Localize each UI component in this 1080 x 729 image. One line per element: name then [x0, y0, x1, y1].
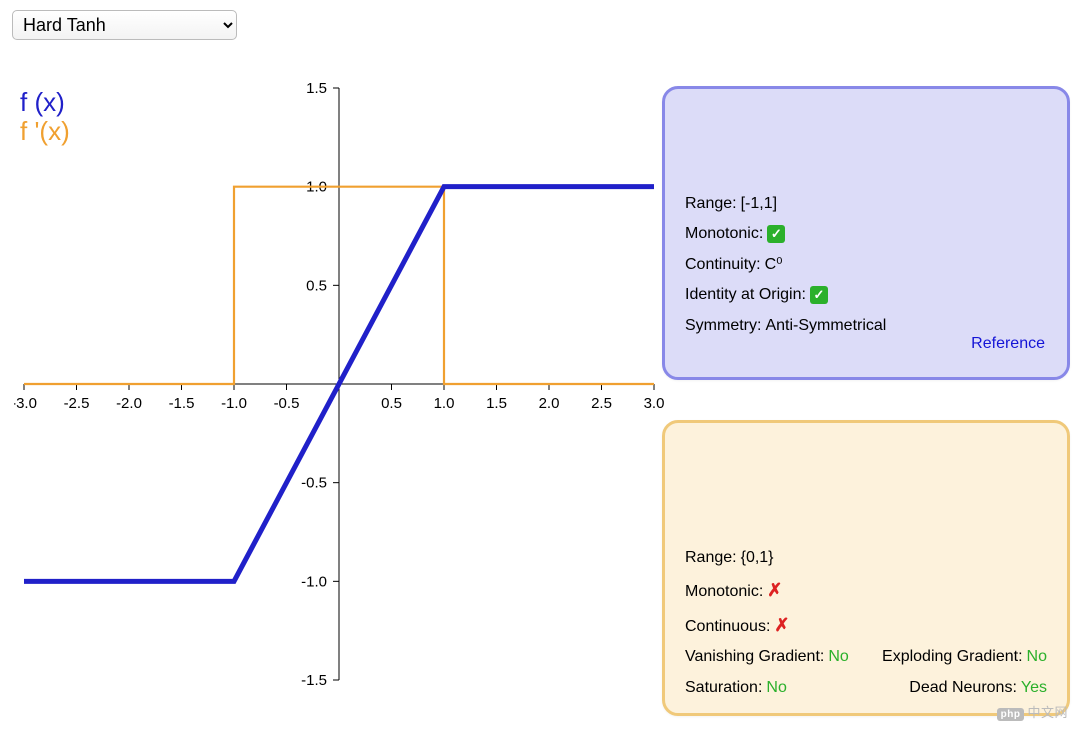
svg-text:-2.5: -2.5: [64, 395, 90, 412]
prop-monotonic: Monotonic: ✓: [685, 219, 1047, 249]
prop-value: {0,1}: [741, 543, 774, 573]
prop-label: Monotonic:: [685, 577, 763, 607]
svg-text:-1.5: -1.5: [301, 672, 327, 689]
prop-label: Identity at Origin:: [685, 280, 806, 310]
prop-identity: Identity at Origin: ✓: [685, 280, 1047, 310]
prop-value: ✗: [767, 573, 782, 607]
prop-value: ✓: [767, 219, 785, 249]
prop-label: Dead Neurons:: [909, 673, 1017, 703]
function-select[interactable]: Hard Tanh: [12, 10, 237, 40]
derivative-properties-card: Range: {0,1} Monotonic: ✗ Continuous: ✗ …: [662, 420, 1070, 716]
prop-vanishing: Vanishing Gradient: No: [685, 642, 849, 672]
prop-range: Range: [-1,1]: [685, 189, 1047, 219]
prop-label: Vanishing Gradient:: [685, 642, 824, 672]
svg-text:-0.5: -0.5: [301, 475, 327, 492]
watermark: php中文网: [997, 702, 1068, 721]
svg-text:-0.5: -0.5: [274, 395, 300, 412]
prop-value: Anti-Symmetrical: [765, 311, 886, 341]
svg-text:0.5: 0.5: [381, 395, 402, 412]
prop-value: No: [766, 673, 786, 703]
prop-range: Range: {0,1}: [685, 543, 1047, 573]
prop-label: Monotonic:: [685, 219, 763, 249]
prop-monotonic: Monotonic: ✗: [685, 573, 1047, 607]
prop-dead: Dead Neurons: Yes: [909, 673, 1047, 703]
prop-value: ✓: [810, 280, 828, 310]
prop-value: C⁰: [765, 250, 783, 280]
svg-text:-3.0: -3.0: [14, 395, 37, 412]
reference-link[interactable]: Reference: [971, 329, 1045, 359]
prop-label: Continuous:: [685, 612, 770, 642]
prop-value: No: [1027, 642, 1047, 672]
svg-text:2.5: 2.5: [591, 395, 612, 412]
prop-label: Exploding Gradient:: [882, 642, 1023, 672]
prop-label: Continuity:: [685, 250, 761, 280]
prop-continuous: Continuous: ✗: [685, 608, 1047, 642]
cross-icon: ✗: [767, 580, 782, 600]
prop-label: Range:: [685, 189, 737, 219]
svg-text:1.5: 1.5: [486, 395, 507, 412]
prop-label: Range:: [685, 543, 737, 573]
prop-saturation: Saturation: No: [685, 673, 787, 703]
svg-text:-1.5: -1.5: [169, 395, 195, 412]
watermark-text: 中文网: [1027, 705, 1068, 720]
svg-text:-2.0: -2.0: [116, 395, 142, 412]
prop-value: Yes: [1021, 673, 1047, 703]
svg-text:3.0: 3.0: [644, 395, 664, 412]
watermark-logo: php: [997, 708, 1025, 721]
function-properties-card: Range: [-1,1] Monotonic: ✓ Continuity: C…: [662, 86, 1070, 380]
activation-chart: -3.0 -2.5 -2.0 -1.5 -1.0 -0.5 0.5 1.0 1.5 2.0 2.5 3…: [14, 80, 664, 710]
svg-text:2.0: 2.0: [539, 395, 560, 412]
svg-text:1.0: 1.0: [434, 395, 455, 412]
cross-icon: ✗: [774, 615, 789, 635]
prop-continuity: Continuity: C⁰: [685, 250, 1047, 280]
svg-text:0.5: 0.5: [306, 277, 327, 294]
prop-value: ✗: [774, 608, 789, 642]
svg-text:-1.0: -1.0: [301, 573, 327, 590]
prop-value: [-1,1]: [741, 189, 777, 219]
check-icon: ✓: [767, 225, 785, 243]
prop-exploding: Exploding Gradient: No: [882, 642, 1047, 672]
prop-label: Saturation:: [685, 673, 762, 703]
prop-label: Symmetry:: [685, 311, 761, 341]
prop-value: No: [828, 642, 848, 672]
svg-text:1.5: 1.5: [306, 80, 327, 97]
check-icon: ✓: [810, 286, 828, 304]
svg-text:-1.0: -1.0: [221, 395, 247, 412]
